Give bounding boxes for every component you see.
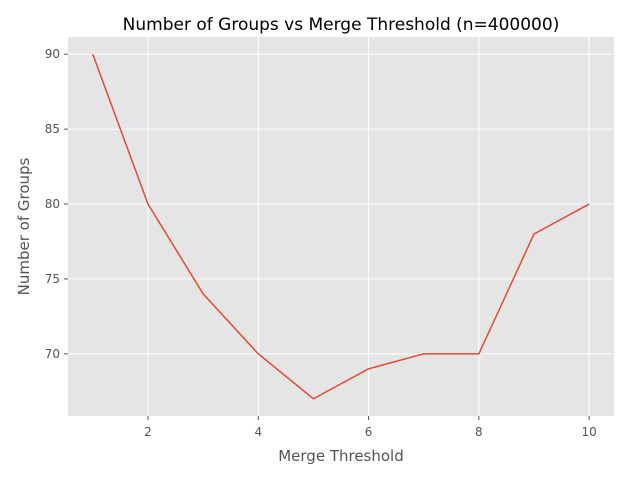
y-tick-label: 80 bbox=[45, 197, 60, 211]
x-tick-label: 8 bbox=[475, 425, 483, 439]
plot-background bbox=[68, 37, 614, 416]
y-axis-ticks: 70 75 80 85 90 bbox=[45, 47, 68, 361]
y-tick-label: 75 bbox=[45, 272, 60, 286]
x-tick-label: 2 bbox=[144, 425, 152, 439]
y-tick-label: 70 bbox=[45, 347, 60, 361]
gridlines bbox=[68, 37, 614, 416]
series-line bbox=[92, 53, 590, 400]
y-tick-label: 85 bbox=[45, 122, 60, 136]
x-tick-label: 4 bbox=[254, 425, 262, 439]
chart-title: Number of Groups vs Merge Threshold (n=4… bbox=[123, 15, 560, 35]
x-axis-ticks: 2 4 6 8 10 bbox=[144, 416, 597, 439]
y-axis-label: Number of Groups bbox=[15, 157, 33, 295]
y-tick-label: 90 bbox=[45, 47, 60, 61]
x-tick-label: 6 bbox=[365, 425, 373, 439]
x-tick-label: 10 bbox=[582, 425, 597, 439]
x-axis-label: Merge Threshold bbox=[278, 447, 404, 465]
series-lines bbox=[92, 53, 590, 400]
